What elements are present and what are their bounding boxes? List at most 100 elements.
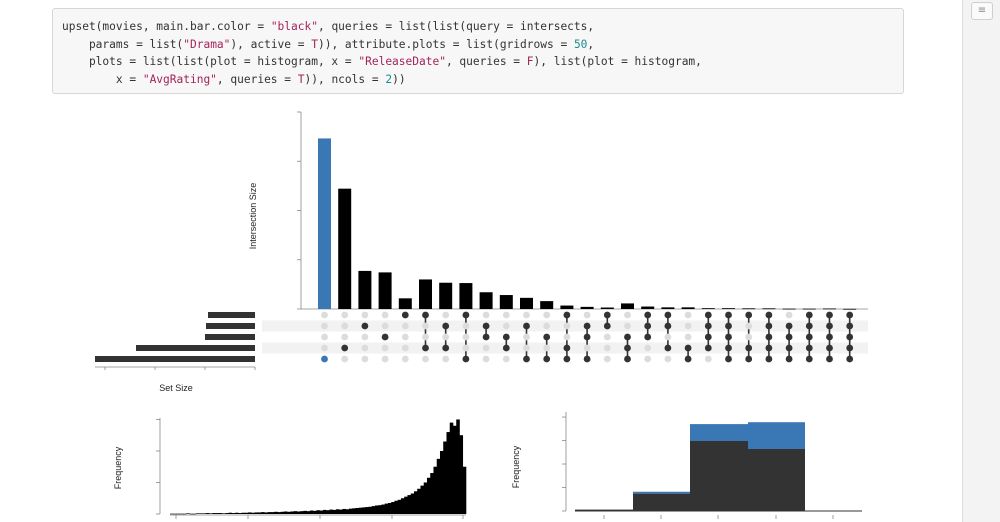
hist1-bar: [267, 512, 272, 514]
hamburger-icon[interactable]: ≡: [971, 2, 993, 20]
matrix-dot-empty: [745, 322, 753, 330]
code-token: T: [297, 72, 305, 86]
scrollbar[interactable]: ≡: [962, 0, 1000, 522]
hist1-bar: [261, 512, 265, 514]
intersection-bar: [802, 308, 816, 310]
code-token: , queries =: [216, 72, 298, 86]
hist1-bar: [296, 511, 301, 514]
matrix-dot-empty: [321, 333, 328, 341]
hist1-bar: [456, 419, 460, 514]
matrix-dot-empty: [381, 322, 389, 330]
matrix-dot-filled: [563, 355, 571, 363]
matrix-dot-filled: [563, 344, 571, 352]
hist1-bar: [283, 511, 288, 514]
matrix-dot-empty: [785, 311, 793, 319]
matrix-dot-empty: [583, 311, 591, 319]
hist1-bar: [410, 493, 415, 514]
matrix-dot-empty: [482, 311, 490, 319]
set-size-x-axis-label: Set Size: [159, 383, 193, 393]
hist2-bar-query: [633, 491, 690, 494]
intersection-bar: [520, 297, 533, 309]
hist2-bar-query: [690, 424, 748, 442]
matrix-dot-filled: [502, 344, 510, 352]
matrix-dot-filled: [462, 311, 470, 319]
hist1-bar: [186, 513, 190, 514]
hist1-bar: [218, 513, 223, 514]
hist1-bar: [420, 485, 425, 514]
matrix-dot-empty: [543, 344, 551, 352]
hist1-bar: [287, 511, 291, 514]
set-size-bar: [206, 323, 255, 329]
hist1-bar: [368, 506, 372, 514]
code-block: upset(movies, main.bar.color = "black", …: [52, 8, 904, 94]
hist1-bar: [225, 513, 229, 514]
upset-intersection-chart: Intersection Size: [248, 111, 868, 310]
hist1-bar: [270, 512, 275, 514]
code-token: upset(movies, main.bar.color =: [62, 20, 271, 33]
matrix-dot-filled: [644, 322, 652, 330]
matrix-dot-filled: [644, 333, 652, 341]
matrix-dot-empty: [523, 311, 530, 319]
hist1-bar: [264, 512, 268, 514]
matrix-dot-empty: [523, 333, 530, 341]
matrix-dot-empty: [462, 333, 470, 341]
matrix-dot-empty: [482, 344, 490, 352]
matrix-dot-empty: [603, 344, 611, 352]
matrix-dot-empty: [341, 333, 349, 341]
release-date-histogram: Frequency: [113, 418, 467, 519]
intersection-bar: [681, 307, 695, 309]
intersection-bar: [419, 279, 432, 309]
matrix-dot-empty: [401, 344, 409, 352]
matrix-dot-filled: [826, 333, 833, 341]
hist1-bar: [371, 506, 376, 514]
hist2-bar-base: [690, 441, 748, 511]
matrix-dot-empty: [422, 322, 429, 330]
matrix-dot-empty: [422, 355, 429, 363]
matrix-dot-filled: [846, 333, 854, 341]
hist1-bar: [443, 441, 447, 514]
hist1-bar: [358, 507, 363, 514]
hist1-bar: [179, 513, 184, 515]
matrix-dot-filled: [826, 344, 833, 352]
hist1-bar: [248, 512, 252, 514]
matrix-dot-filled: [462, 355, 470, 363]
matrix-dot-filled: [846, 322, 854, 330]
hist1-bar: [352, 508, 356, 514]
matrix-dot-empty: [684, 333, 692, 341]
matrix-dot-filled: [785, 344, 793, 352]
hist1-bar: [423, 482, 428, 514]
hist1-bar: [394, 500, 398, 514]
matrix-dot-filled: [805, 344, 813, 352]
intersection-bar: [439, 282, 453, 309]
matrix-dot-filled: [321, 355, 328, 363]
intersection-bar: [843, 308, 857, 310]
hist1-bar: [446, 432, 451, 514]
matrix-dot-empty: [664, 333, 672, 341]
matrix-dot-filled: [442, 322, 450, 330]
matrix-dot-empty: [401, 355, 409, 363]
matrix-dot-filled: [704, 333, 712, 341]
matrix-dot-filled: [765, 333, 773, 341]
hist1-bar: [189, 513, 194, 515]
intersection-bars: [318, 138, 857, 310]
hist2-bar-query: [748, 422, 805, 449]
matrix-dot-filled: [745, 311, 753, 319]
intersection-bar: [823, 308, 836, 310]
hist1-bar: [183, 513, 187, 515]
intersection-bar: [358, 270, 372, 309]
hist1-bars: [170, 419, 467, 515]
hist2-bar-base: [633, 493, 690, 511]
hist1-bar: [345, 509, 350, 514]
intersection-y-axis-label: Intersection Size: [248, 183, 258, 250]
matrix-dot-filled: [826, 311, 833, 319]
hist1-bar: [322, 509, 327, 514]
matrix-dot-empty: [321, 322, 328, 330]
matrix-dot-filled: [704, 311, 712, 319]
matrix-dot-filled: [785, 333, 793, 341]
matrix-dot-filled: [704, 322, 712, 330]
matrix-dot-empty: [523, 344, 530, 352]
matrix-dot-filled: [664, 311, 672, 319]
matrix-dot-filled: [381, 333, 389, 341]
intersection-bar: [580, 306, 594, 309]
hist1-bar: [459, 435, 464, 514]
